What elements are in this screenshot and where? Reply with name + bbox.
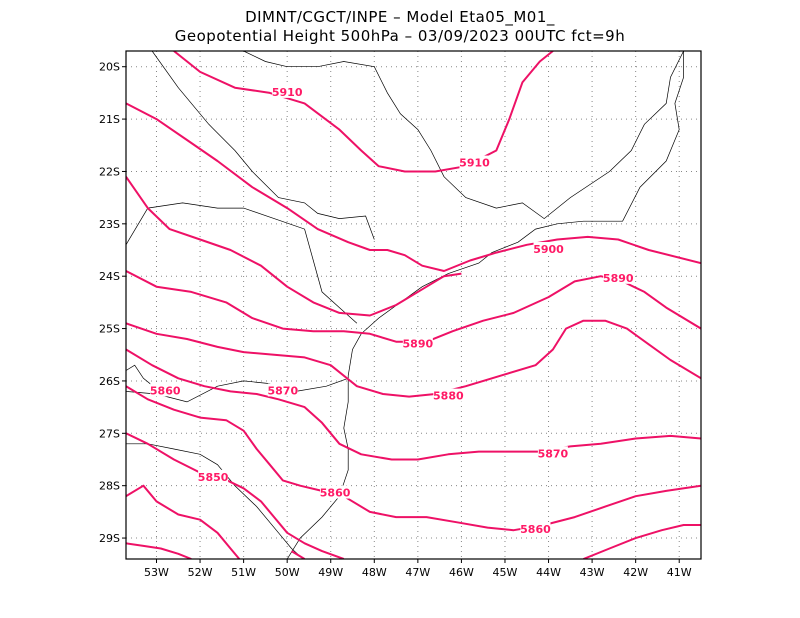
contour-label: 5870 bbox=[268, 384, 299, 397]
contour-label-bg bbox=[402, 336, 433, 350]
coast-main bbox=[286, 51, 684, 559]
lat-tick-label: 20S bbox=[99, 61, 120, 74]
contour-label: 5870 bbox=[538, 447, 569, 460]
contour-label-bg bbox=[320, 485, 351, 499]
border-rs-sc bbox=[126, 443, 301, 557]
contour-line bbox=[126, 176, 462, 317]
axis-ticks: 20S 21S 22S 23S 24S 25S 26S 27S 28S 29S 53W 52W 51W 5… bbox=[99, 61, 692, 579]
contour-label-bg bbox=[267, 383, 298, 397]
contour-label: 5880 bbox=[433, 390, 464, 403]
contour-line bbox=[126, 348, 701, 461]
contour-label: 5860 bbox=[320, 487, 351, 500]
border-west bbox=[126, 364, 157, 390]
contour-label-bg bbox=[272, 84, 303, 98]
contour-label-bg bbox=[459, 155, 490, 169]
lon-tick-label: 52W bbox=[188, 566, 213, 579]
lon-tick-label: 44W bbox=[536, 566, 561, 579]
contour-layer: 5910 5910 5900 5890 5890 5880 5870 5870 5860 5860… bbox=[126, 51, 701, 559]
plot-frame bbox=[125, 50, 702, 560]
lon-tick-label: 46W bbox=[449, 566, 474, 579]
lon-tick-label: 47W bbox=[405, 566, 430, 579]
lon-tick-label: 50W bbox=[275, 566, 300, 579]
contour-line bbox=[126, 542, 192, 559]
border-pr bbox=[126, 202, 358, 324]
contour-line bbox=[583, 524, 701, 559]
contour-label-bg bbox=[603, 270, 634, 284]
map-title-line1: DIMNT/CGCT/INPE – Model Eta05_M01_ bbox=[245, 8, 555, 26]
lat-tick-label: 26S bbox=[99, 375, 120, 388]
contour-label: 5860 bbox=[520, 523, 551, 536]
contour-label-bg bbox=[537, 446, 568, 460]
border-mg-sp bbox=[151, 51, 375, 240]
contour-line bbox=[126, 319, 701, 398]
contour-label: 5910 bbox=[459, 157, 490, 170]
lon-tick-label: 48W bbox=[362, 566, 387, 579]
border-sc-pr bbox=[126, 377, 349, 403]
lat-tick-label: 27S bbox=[99, 427, 120, 440]
contour-line bbox=[126, 432, 345, 559]
contour-label-bg bbox=[533, 242, 564, 256]
border-mg-upper bbox=[243, 51, 684, 220]
contour-label: 5890 bbox=[403, 337, 434, 350]
lat-tick-label: 29S bbox=[99, 532, 120, 545]
lon-tick-label: 51W bbox=[231, 566, 256, 579]
lon-tick-label: 49W bbox=[318, 566, 343, 579]
coastline-layer bbox=[126, 51, 684, 559]
lat-tick-label: 28S bbox=[99, 480, 120, 493]
lat-tick-label: 25S bbox=[99, 323, 120, 336]
contour-label-bg bbox=[520, 522, 551, 536]
contour-label: 5860 bbox=[150, 384, 181, 397]
contour-line bbox=[290, 550, 306, 559]
contour-label: 5900 bbox=[533, 243, 564, 256]
contour-label: 5890 bbox=[603, 272, 634, 285]
contour-label-bg bbox=[433, 388, 464, 402]
map-title-line2: Geopotential Height 500hPa – 03/09/2023 … bbox=[174, 27, 626, 45]
contour-line bbox=[126, 102, 701, 272]
contour-label: 5850 bbox=[198, 471, 229, 484]
contour-line bbox=[173, 51, 554, 173]
lon-tick-label: 53W bbox=[144, 566, 169, 579]
contour-label-bg bbox=[150, 383, 181, 397]
contour-label: 5910 bbox=[272, 86, 303, 99]
lon-tick-label: 45W bbox=[493, 566, 518, 579]
lat-tick-label: 21S bbox=[99, 113, 120, 126]
contour-line bbox=[126, 385, 701, 532]
lat-tick-label: 24S bbox=[99, 270, 120, 283]
contour-label-bg bbox=[198, 469, 229, 483]
lon-tick-label: 43W bbox=[580, 566, 605, 579]
lat-tick-label: 22S bbox=[99, 165, 120, 178]
contour-line bbox=[126, 484, 241, 559]
lat-tick-label: 23S bbox=[99, 218, 120, 231]
lon-tick-label: 42W bbox=[623, 566, 648, 579]
lon-tick-label: 41W bbox=[667, 566, 692, 579]
